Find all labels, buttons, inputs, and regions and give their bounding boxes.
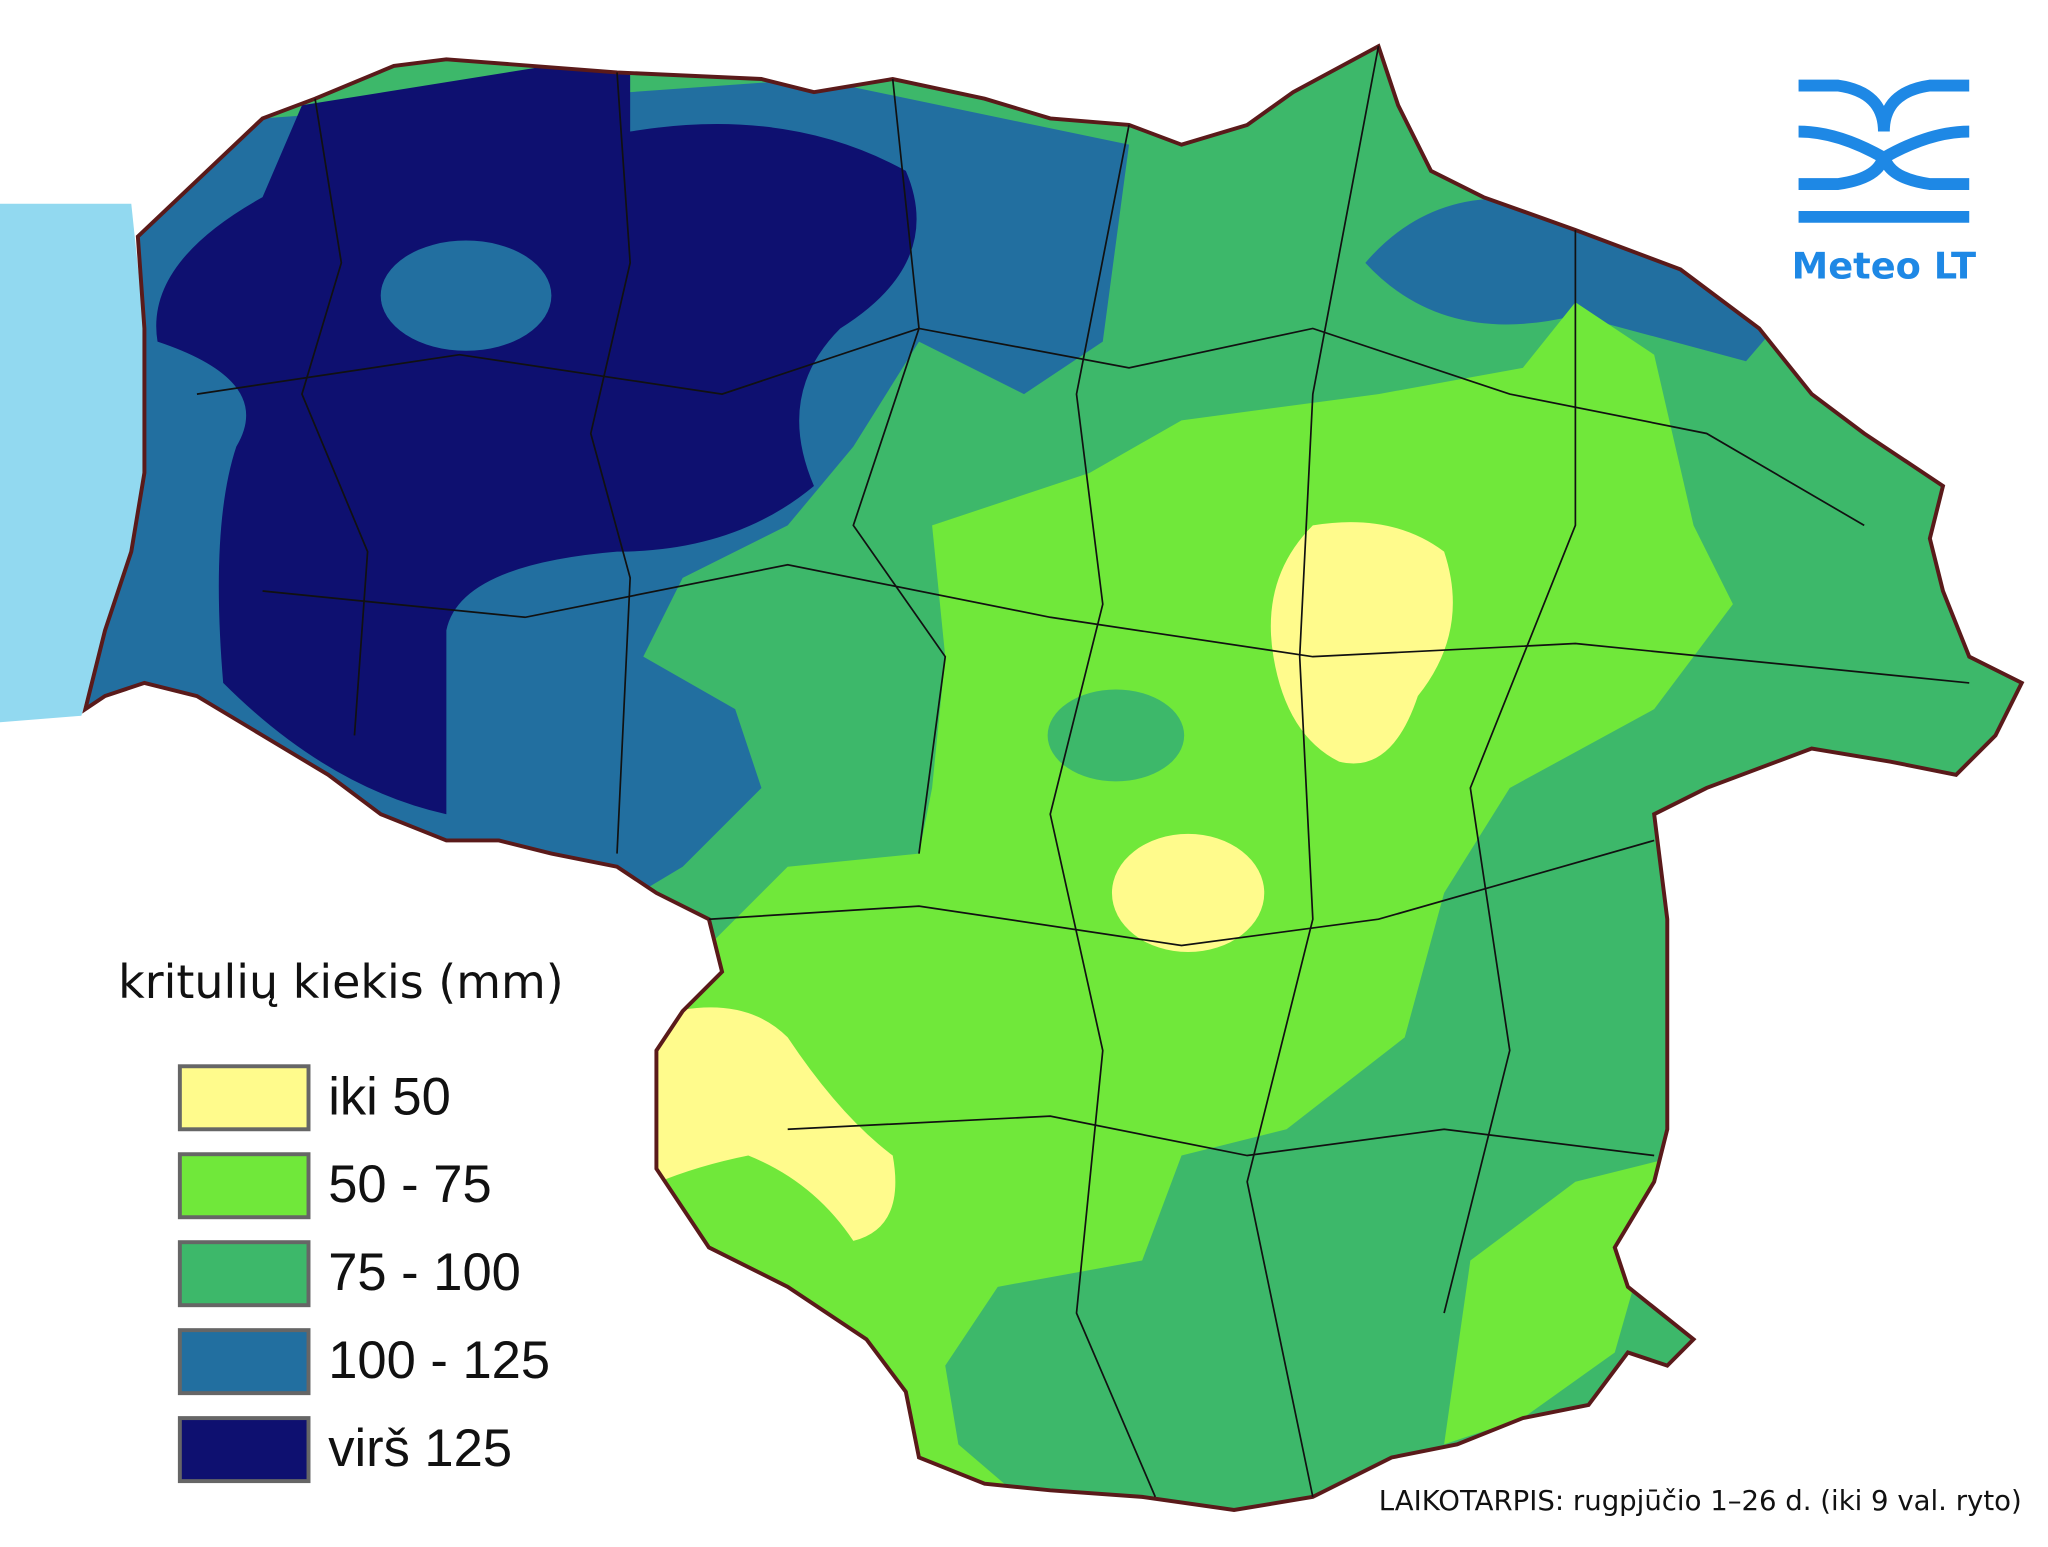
sea <box>0 203 145 723</box>
legend-swatch <box>177 1240 311 1308</box>
zone <box>1444 1155 1681 1445</box>
legend-title: kritulių kiekis (mm) <box>118 955 564 1009</box>
legend-label: 50 - 75 <box>328 1155 491 1214</box>
logo <box>1798 79 1970 223</box>
legend: iki 50 50 - 75 75 - 100 100 - 125 virš 125 <box>177 1064 550 1484</box>
legend-label: 100 - 125 <box>328 1331 550 1390</box>
legend-swatch <box>177 1416 311 1484</box>
zone <box>380 240 552 351</box>
legend-label: 75 - 100 <box>328 1243 521 1302</box>
zone <box>1111 833 1265 953</box>
zone <box>1047 689 1185 782</box>
legend-swatch <box>177 1328 311 1396</box>
district-borders <box>196 46 1970 1498</box>
legend-label: iki 50 <box>328 1067 451 1126</box>
zone <box>156 52 917 815</box>
legend-swatch <box>177 1152 311 1220</box>
legend-swatch <box>177 1064 311 1132</box>
zone <box>630 1007 896 1241</box>
zone <box>1270 522 1453 764</box>
period-note: LAIKOTARPIS: rugpjūčio 1–26 d. (iki 9 va… <box>1379 1485 2022 1517</box>
legend-label: virš 125 <box>328 1419 512 1478</box>
logo-text: Meteo LT <box>1792 245 1976 288</box>
